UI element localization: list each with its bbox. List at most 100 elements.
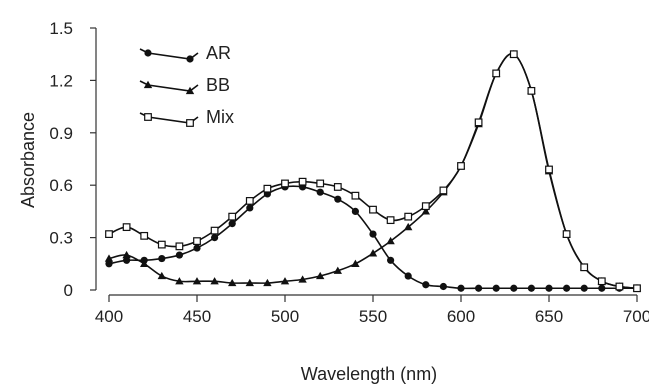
x-tick-label: 650 bbox=[535, 307, 563, 326]
data-point-mix bbox=[580, 263, 589, 272]
legend-marker-ar bbox=[144, 49, 152, 57]
data-point-mix bbox=[193, 237, 201, 245]
legend-label-ar: AR bbox=[206, 43, 231, 63]
y-tick-label: 0 bbox=[64, 281, 73, 300]
legend-item-ar: AR bbox=[139, 43, 231, 63]
data-point-ar bbox=[175, 251, 183, 259]
data-point-mix bbox=[562, 230, 571, 239]
data-point-mix bbox=[386, 216, 395, 225]
y-tick-label: 0.9 bbox=[49, 124, 73, 143]
data-point-ar bbox=[316, 188, 324, 196]
data-point-mix bbox=[369, 205, 377, 214]
x-ticks: 400 450 500 550 600 650 700 bbox=[95, 295, 649, 326]
data-point-ar bbox=[439, 282, 447, 291]
data-point-bb bbox=[245, 278, 254, 287]
data-point-ar bbox=[246, 204, 254, 212]
data-point-ar bbox=[545, 284, 553, 292]
data-point-ar bbox=[527, 284, 536, 292]
data-point-ar bbox=[105, 260, 113, 268]
data-point-bb bbox=[368, 249, 378, 257]
data-point-ar bbox=[228, 220, 236, 228]
data-point-bb bbox=[280, 277, 290, 285]
data-point-mix bbox=[474, 118, 483, 127]
legend-marker-bb bbox=[143, 80, 153, 89]
y-tick-label: 0.3 bbox=[49, 229, 73, 248]
data-point-mix bbox=[140, 231, 149, 240]
legend-line-bb bbox=[139, 80, 199, 92]
data-point-mix bbox=[316, 179, 325, 188]
x-tick-label: 400 bbox=[95, 307, 123, 326]
legend: AR BB Mix bbox=[139, 43, 234, 127]
data-point-mix bbox=[404, 212, 413, 221]
data-point-bb bbox=[404, 222, 413, 231]
data-point-ar bbox=[334, 195, 342, 203]
series-layer bbox=[104, 50, 642, 293]
data-point-bb bbox=[316, 271, 325, 280]
data-point-mix bbox=[615, 282, 624, 291]
legend-item-mix: Mix bbox=[139, 107, 234, 127]
data-point-mix bbox=[210, 226, 219, 235]
data-point-bb bbox=[421, 207, 430, 215]
series-bb bbox=[104, 50, 642, 292]
data-point-mix bbox=[175, 242, 184, 251]
legend-label-bb: BB bbox=[206, 75, 230, 95]
data-point-mix bbox=[122, 223, 131, 232]
data-point-mix bbox=[545, 165, 553, 174]
legend-marker-mix bbox=[144, 113, 152, 121]
legend-marker-ar bbox=[186, 55, 194, 63]
data-point-mix bbox=[527, 86, 536, 95]
data-point-ar bbox=[510, 284, 518, 292]
data-point-mix bbox=[597, 277, 606, 286]
data-point-mix bbox=[492, 69, 501, 78]
data-point-bb bbox=[298, 275, 307, 283]
legend-marker-mix bbox=[186, 119, 194, 127]
data-point-ar bbox=[475, 284, 483, 292]
x-tick-label: 500 bbox=[271, 307, 299, 326]
data-point-ar bbox=[422, 281, 430, 289]
data-point-bb bbox=[228, 278, 237, 287]
legend-label-mix: Mix bbox=[206, 107, 234, 127]
data-point-bb bbox=[175, 277, 184, 285]
data-point-bb bbox=[386, 236, 395, 245]
data-point-mix bbox=[457, 162, 465, 170]
data-point-ar bbox=[404, 272, 412, 280]
data-point-ar bbox=[193, 244, 201, 252]
x-axis-title: Wavelength (nm) bbox=[301, 364, 437, 384]
series-ar bbox=[105, 183, 641, 292]
data-point-mix bbox=[633, 284, 641, 293]
data-point-bb bbox=[157, 271, 166, 280]
y-tick-label: 1.5 bbox=[49, 19, 73, 38]
data-point-ar bbox=[369, 230, 377, 238]
data-point-ar bbox=[351, 207, 359, 215]
data-point-mix bbox=[351, 191, 360, 200]
data-point-mix bbox=[439, 186, 448, 195]
data-point-bb bbox=[192, 277, 202, 285]
data-point-bb bbox=[104, 254, 114, 262]
y-ticks: 0 0.3 0.6 0.9 1.2 1.5 bbox=[49, 19, 96, 300]
data-point-mix bbox=[509, 50, 518, 59]
legend-line-mix bbox=[139, 112, 199, 124]
x-tick-label: 600 bbox=[447, 307, 475, 326]
data-point-mix bbox=[281, 179, 289, 188]
data-point-mix bbox=[245, 197, 254, 205]
data-point-ar bbox=[598, 284, 606, 292]
data-point-ar bbox=[211, 234, 219, 242]
data-point-bb bbox=[140, 259, 149, 267]
data-point-mix bbox=[263, 184, 272, 193]
y-axis-title: Absorbance bbox=[18, 112, 38, 208]
data-point-mix bbox=[298, 177, 307, 186]
data-point-bb bbox=[333, 266, 342, 274]
y-tick-label: 1.2 bbox=[49, 71, 73, 90]
x-tick-label: 450 bbox=[183, 307, 211, 326]
data-point-mix bbox=[333, 183, 342, 191]
data-point-mix bbox=[157, 240, 166, 249]
data-point-ar bbox=[158, 254, 166, 263]
data-point-ar bbox=[123, 256, 131, 264]
data-point-ar bbox=[580, 284, 588, 292]
data-point-mix bbox=[228, 212, 237, 221]
x-tick-label: 550 bbox=[359, 307, 387, 326]
legend-line-ar bbox=[139, 48, 199, 60]
legend-item-bb: BB bbox=[139, 75, 230, 95]
y-tick-label: 0.6 bbox=[49, 176, 73, 195]
